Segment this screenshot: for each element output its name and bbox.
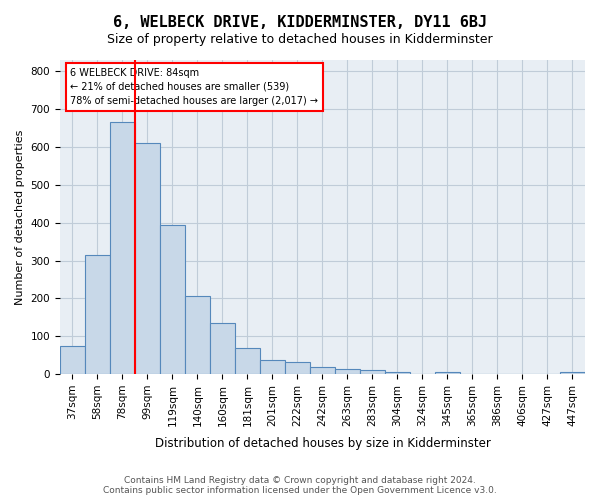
Text: Contains HM Land Registry data © Crown copyright and database right 2024.
Contai: Contains HM Land Registry data © Crown c… (103, 476, 497, 495)
Bar (285, 362, 310, 374)
Text: 6, WELBECK DRIVE, KIDDERMINSTER, DY11 6BJ: 6, WELBECK DRIVE, KIDDERMINSTER, DY11 6B… (113, 15, 487, 30)
Text: 6 WELBECK DRIVE: 84sqm
← 21% of detached houses are smaller (539)
78% of semi-de: 6 WELBECK DRIVE: 84sqm ← 21% of detached… (70, 68, 319, 106)
Bar (360, 370, 385, 374)
Text: Size of property relative to detached houses in Kidderminster: Size of property relative to detached ho… (107, 32, 493, 46)
Bar (385, 372, 410, 374)
X-axis label: Distribution of detached houses by size in Kidderminster: Distribution of detached houses by size … (155, 437, 490, 450)
Bar (335, 368, 360, 374)
Bar (85, 255, 110, 374)
Bar (260, 360, 285, 374)
Bar (185, 296, 210, 374)
Bar (435, 372, 460, 374)
Bar (160, 224, 185, 374)
Bar (235, 348, 260, 374)
Bar (60, 346, 85, 374)
Bar (110, 122, 135, 374)
Bar (135, 143, 160, 374)
Bar (310, 367, 335, 374)
Bar (560, 372, 585, 374)
Y-axis label: Number of detached properties: Number of detached properties (15, 130, 25, 304)
Bar (210, 323, 235, 374)
